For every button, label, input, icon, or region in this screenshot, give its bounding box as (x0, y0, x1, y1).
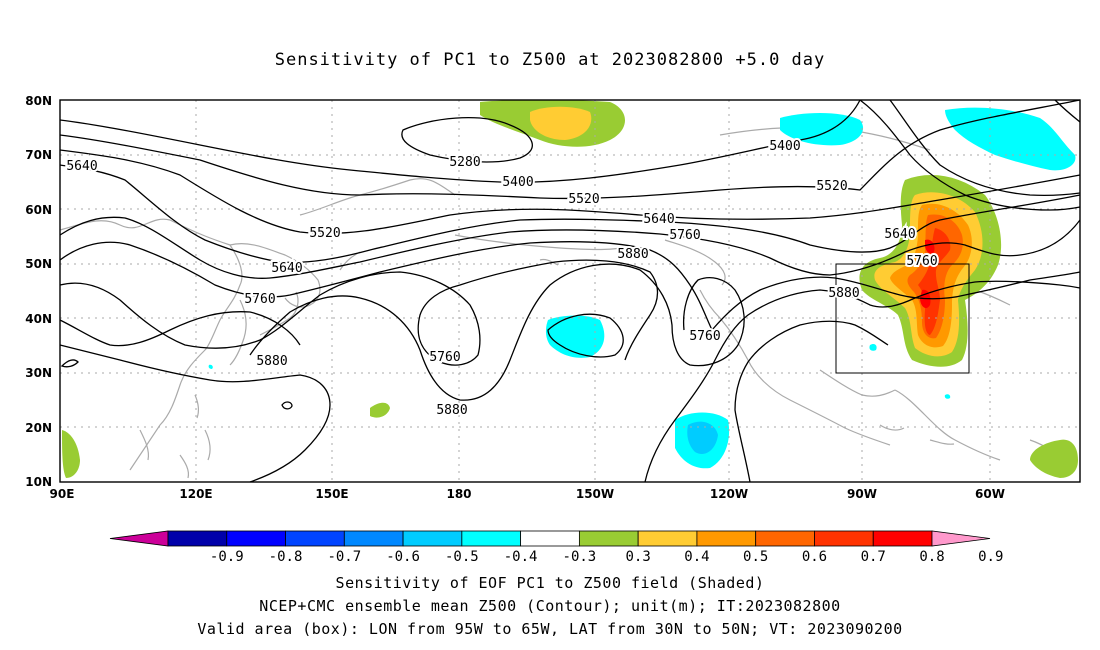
colorbar-label: -0.7 (327, 549, 361, 565)
colorbar-segment (756, 531, 815, 546)
longitude-labels: 90E 120E 150E 180 150W 120W 90W 60W (50, 487, 1005, 501)
latitude-labels: 80N 70N 60N 50N 40N 30N 20N 10N (25, 94, 52, 489)
contour-label: 5520 (309, 226, 340, 241)
lat-label: 70N (25, 148, 52, 162)
footer-contour-description: NCEP+CMC ensemble mean Z500 (Contour); u… (0, 597, 1100, 615)
colorbar-label: -0.9 (210, 549, 244, 565)
contour-label: 5640 (271, 261, 302, 276)
contour-label: 5400 (502, 175, 533, 190)
contour-label: 5760 (429, 350, 460, 365)
contour-label: 5280 (449, 155, 480, 170)
colorbar-segment (168, 531, 227, 546)
colorbar-left-arrow (110, 531, 168, 546)
colorbar-label: 0.8 (919, 549, 944, 565)
contour-label: 5400 (769, 139, 800, 154)
colorbar-segment (344, 531, 403, 546)
contour-label: 5880 (828, 286, 859, 301)
colorbar-label: 0.9 (978, 549, 1003, 565)
lat-label: 30N (25, 366, 52, 380)
lon-label: 180 (446, 487, 471, 501)
colorbar-label: -0.6 (386, 549, 420, 565)
colorbar: -0.9 -0.8 -0.7 -0.6 -0.5 -0.4 -0.3 0.3 0.4 0.5 0.6… (110, 531, 1003, 565)
colorbar-label: 0.5 (743, 549, 768, 565)
contour-label: 5760 (906, 254, 937, 269)
colorbar-right-arrow (932, 531, 990, 546)
colorbar-segment (286, 531, 345, 546)
colorbar-label: 0.7 (861, 549, 886, 565)
lat-label: 10N (25, 475, 52, 489)
lat-label: 80N (25, 94, 52, 108)
contour-label: 5640 (643, 212, 674, 227)
lon-label: 90W (847, 487, 877, 501)
colorbar-label: -0.8 (269, 549, 303, 565)
footer-shaded-description: Sensitivity of EOF PC1 to Z500 field (Sh… (0, 574, 1100, 592)
lat-label: 40N (25, 312, 52, 326)
colorbar-segment (462, 531, 521, 546)
lon-label: 150W (576, 487, 614, 501)
colorbar-label: 0.4 (684, 549, 709, 565)
colorbar-label: -0.3 (563, 549, 597, 565)
map-figure: 5280 5400 5400 5520 5520 5520 5640 5640 … (0, 0, 1100, 650)
lat-label: 20N (25, 421, 52, 435)
lat-label: 60N (25, 203, 52, 217)
colorbar-label: 0.3 (626, 549, 651, 565)
contour-label: 5520 (816, 179, 847, 194)
lon-label: 120E (179, 487, 212, 501)
colorbar-segment (814, 531, 873, 546)
lon-label: 60W (975, 487, 1005, 501)
colorbar-segment (579, 531, 638, 546)
contour-label: 5880 (617, 247, 648, 262)
contour-label: 5880 (436, 403, 467, 418)
colorbar-segment (403, 531, 462, 546)
footer-valid-area: Valid area (box): LON from 95W to 65W, L… (0, 620, 1100, 638)
contour-label: 5640 (884, 227, 915, 242)
contour-label: 5760 (689, 329, 720, 344)
lon-label: 150E (315, 487, 348, 501)
contour-label: 5640 (66, 159, 97, 174)
colorbar-segment (697, 531, 756, 546)
lat-label: 50N (25, 257, 52, 271)
contour-label: 5880 (256, 354, 287, 369)
colorbar-segment (873, 531, 932, 546)
lon-label: 120W (710, 487, 748, 501)
colorbar-segment (638, 531, 697, 546)
colorbar-label: -0.5 (445, 549, 479, 565)
contour-label: 5520 (568, 192, 599, 207)
contour-label: 5760 (244, 292, 275, 307)
colorbar-label: 0.6 (802, 549, 827, 565)
colorbar-label: -0.4 (504, 549, 538, 565)
colorbar-segment (227, 531, 286, 546)
colorbar-segment (521, 531, 580, 546)
contour-label: 5760 (669, 228, 700, 243)
sensitivity-shading (62, 100, 1078, 478)
lon-label: 90E (50, 487, 75, 501)
